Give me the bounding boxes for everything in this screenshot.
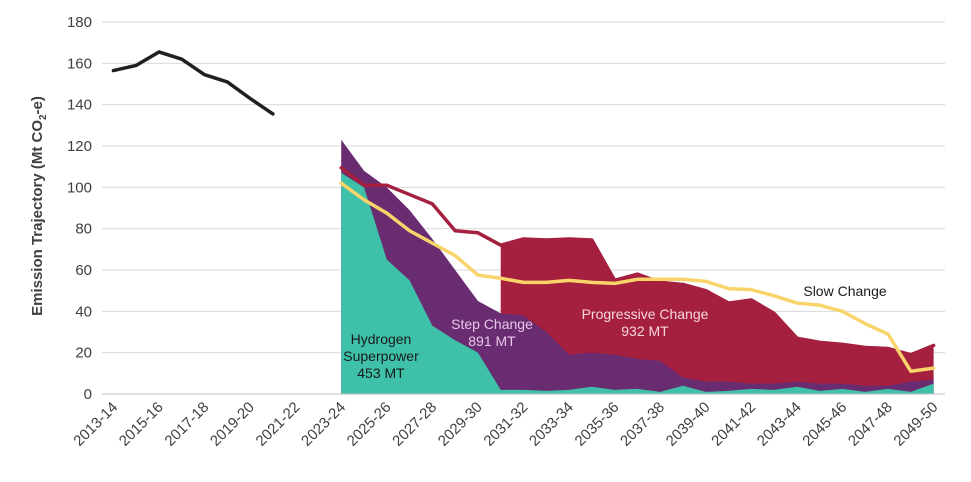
x-tick-label: 2047-48 [845, 399, 896, 450]
x-tick-label: 2041-42 [708, 399, 759, 450]
area-hydrogen-superpower [341, 172, 934, 394]
y-tick-label: 20 [75, 345, 92, 362]
x-tick-label: 2021-22 [253, 399, 304, 450]
line-slow-change [339, 181, 936, 374]
y-tick-label: 180 [67, 14, 92, 31]
x-tick-label: 2025-26 [344, 399, 395, 450]
x-tick-label: 2039-40 [663, 399, 714, 450]
line-historical [111, 50, 275, 116]
x-tick-label: 2033-34 [526, 399, 577, 450]
y-tick-label: 160 [67, 55, 92, 72]
y-tick-label: 140 [67, 97, 92, 114]
y-tick-label: 120 [67, 138, 92, 155]
x-tick-label: 2019-20 [207, 399, 258, 450]
x-tick-label: 2031-32 [480, 399, 531, 450]
annotation-hydrogen: Hydrogen Superpower 453 MT [343, 331, 419, 381]
x-tick-label: 2027-28 [389, 399, 440, 450]
y-tick-label: 40 [75, 303, 92, 320]
annotation-slow: Slow Change [803, 283, 886, 299]
x-tick-label: 2029-30 [435, 399, 486, 450]
y-tick-label: 0 [84, 386, 92, 403]
annotation-progressive: Progressive Change 932 MT [582, 306, 709, 339]
x-tick-label: 2013-14 [70, 399, 121, 450]
x-tick-label: 2035-36 [572, 399, 623, 450]
x-tick-label: 2045-46 [799, 399, 850, 450]
y-tick-label: 80 [75, 221, 92, 238]
x-tick-label: 2017-18 [161, 399, 212, 450]
line-progressive-change-trajectory [339, 165, 936, 357]
x-tick-label: 2015-16 [116, 399, 167, 450]
x-tick-label: 2043-44 [754, 399, 805, 450]
y-tick-label: 100 [67, 179, 92, 196]
x-tick-label: 2037-38 [617, 399, 668, 450]
annotation-step: Step Change 891 MT [451, 316, 533, 349]
y-axis-label: Emission Trajectory (Mt CO2-e) [29, 96, 49, 316]
y-tick-label: 60 [75, 262, 92, 279]
x-tick-label: 2049-50 [890, 399, 941, 450]
area-step-change [341, 139, 934, 394]
x-tick-label: 2023-24 [298, 399, 349, 450]
